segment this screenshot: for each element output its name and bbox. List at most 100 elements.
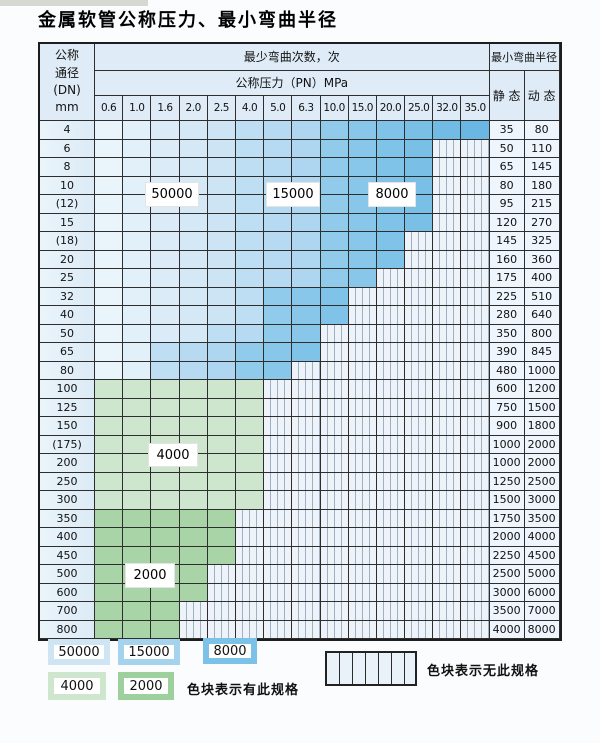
dn-cell: 800	[40, 620, 95, 639]
data-cell	[405, 620, 434, 639]
data-cell	[376, 361, 406, 380]
data-cell	[264, 343, 293, 362]
data-cell	[179, 361, 208, 380]
data-cell	[264, 361, 293, 380]
static-value-cell: 35	[489, 121, 525, 140]
data-cell	[405, 158, 434, 177]
data-cell	[292, 583, 321, 602]
data-cell	[95, 417, 124, 436]
data-cell	[405, 491, 434, 510]
data-cell	[461, 139, 490, 158]
data-cell	[376, 324, 406, 343]
legend-has-spec-text: 色块表示有此规格	[187, 683, 300, 698]
data-cell	[207, 546, 236, 565]
data-cell	[348, 528, 377, 547]
data-cell	[179, 472, 208, 491]
data-cell	[95, 583, 124, 602]
data-cell	[461, 398, 490, 417]
data-cell	[376, 546, 406, 565]
data-cell	[376, 343, 406, 362]
data-cell	[264, 287, 293, 306]
data-cell	[95, 509, 124, 528]
legend-box-4000: 4000	[48, 672, 106, 700]
data-cell	[235, 139, 265, 158]
data-cell	[320, 602, 349, 621]
data-cell	[348, 269, 377, 288]
data-cell	[433, 546, 462, 565]
data-cell	[179, 306, 208, 325]
static-value-cell: 350	[489, 324, 525, 343]
data-cell	[95, 139, 124, 158]
data-cell	[207, 454, 236, 473]
data-cell	[123, 398, 152, 417]
data-cell	[320, 361, 349, 380]
data-cell	[433, 176, 462, 195]
static-value-cell: 280	[489, 306, 525, 325]
data-cell	[405, 509, 434, 528]
dynamic-value-cell: 3000	[524, 491, 560, 510]
dn-cell: 65	[40, 343, 95, 362]
data-cell	[207, 176, 236, 195]
data-cell	[207, 602, 236, 621]
data-cell	[348, 380, 377, 399]
data-cell	[461, 583, 490, 602]
data-cell	[292, 269, 321, 288]
data-cell	[95, 287, 124, 306]
data-cell	[433, 380, 462, 399]
data-cell	[433, 454, 462, 473]
data-cell	[207, 343, 236, 362]
data-cell	[348, 546, 377, 565]
data-cell	[461, 417, 490, 436]
data-cell	[405, 269, 434, 288]
data-cell	[207, 121, 236, 140]
data-cell	[433, 491, 462, 510]
data-cell	[376, 491, 406, 510]
data-cell	[376, 509, 406, 528]
data-cell	[235, 269, 265, 288]
header-pressure-2.0: 2.0	[179, 96, 208, 121]
legend-label-50000: 50000	[58, 644, 100, 660]
data-cell	[461, 435, 490, 454]
dn-cell: 8	[40, 158, 95, 177]
data-cell	[405, 528, 434, 547]
data-cell	[235, 380, 265, 399]
static-value-cell: 65	[489, 158, 525, 177]
data-cell	[264, 417, 293, 436]
data-cell	[151, 380, 180, 399]
static-value-cell: 1000	[489, 435, 525, 454]
data-cell	[123, 343, 152, 362]
data-cell	[123, 509, 152, 528]
data-cell	[235, 454, 265, 473]
data-cell	[320, 213, 349, 232]
data-cell	[264, 269, 293, 288]
dynamic-value-cell: 215	[524, 195, 560, 214]
dynamic-value-cell: 80	[524, 121, 560, 140]
data-cell	[235, 306, 265, 325]
header-dn: 公称 通径 (DN) mm	[40, 44, 95, 121]
data-cell	[264, 121, 293, 140]
data-cell	[207, 306, 236, 325]
data-cell	[433, 158, 462, 177]
data-cell	[95, 546, 124, 565]
data-cell	[348, 398, 377, 417]
data-cell	[95, 158, 124, 177]
data-cell	[461, 232, 490, 251]
header-pressure-0.6: 0.6	[95, 96, 124, 121]
data-cell	[235, 565, 265, 584]
dn-cell: 150	[40, 417, 95, 436]
data-cell	[151, 472, 180, 491]
data-cell	[348, 158, 377, 177]
data-cell	[123, 213, 152, 232]
data-cell	[264, 213, 293, 232]
data-cell	[151, 324, 180, 343]
pressure-bend-radius-table: 公称 通径 (DN) mm 最少弯曲次数，次 公称压力（PN）MPa 0.6 1.0 1.6 2.…	[38, 42, 562, 641]
static-value-cell: 225	[489, 287, 525, 306]
legend-box-2000: 2000	[118, 672, 174, 700]
dn-cell: 32	[40, 287, 95, 306]
static-value-cell: 390	[489, 343, 525, 362]
static-value-cell: 1000	[489, 454, 525, 473]
dynamic-value-cell: 4000	[524, 528, 560, 547]
data-cell	[95, 472, 124, 491]
data-cell	[151, 417, 180, 436]
data-cell	[405, 213, 434, 232]
